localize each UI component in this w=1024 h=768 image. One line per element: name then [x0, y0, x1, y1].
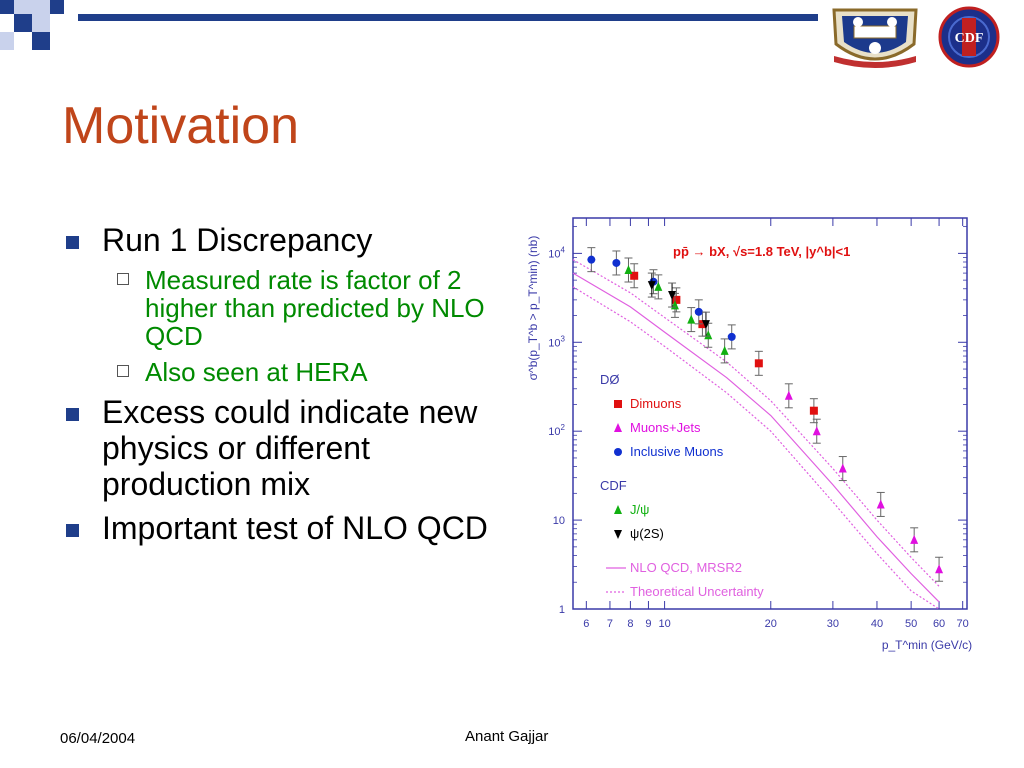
legend-group-label: CDF	[600, 478, 627, 493]
data-point	[727, 332, 736, 341]
data-point	[812, 426, 821, 436]
y-tick-label: 10	[553, 515, 565, 527]
legend-entry-label: Theoretical Uncertainty	[630, 584, 764, 599]
data-point	[614, 505, 622, 514]
data-point	[704, 330, 713, 340]
sub-bullet-item: Measured rate is factor of 2 higher than…	[62, 266, 507, 350]
bullet-item: Run 1 Discrepancy	[62, 222, 507, 258]
data-point	[701, 320, 710, 330]
x-tick-label: 10	[658, 618, 670, 630]
hollow-square-bullet-icon	[117, 365, 129, 377]
y-tick-label: 102	[548, 423, 565, 438]
curve-line	[572, 272, 940, 603]
x-tick-label: 60	[933, 618, 945, 630]
data-point	[612, 258, 621, 267]
x-tick-label: 30	[827, 618, 839, 630]
data-point	[687, 314, 696, 324]
corner-decoration	[0, 0, 64, 50]
bullet-text: Run 1 Discrepancy	[102, 222, 373, 258]
data-point	[630, 271, 639, 280]
data-point	[784, 390, 793, 400]
bullet-item: Excess could indicate new physics or dif…	[62, 394, 507, 502]
data-point	[614, 423, 622, 432]
data-point	[672, 295, 681, 304]
x-axis-label: p_T^min (GeV/c)	[882, 638, 972, 652]
cdf-logo: CDF	[938, 6, 1000, 68]
data-point	[694, 307, 703, 316]
y-axis-label: σ^b(p_T^b > p_T^min) (nb)	[526, 236, 540, 381]
curve-line	[572, 259, 940, 587]
data-point	[614, 530, 622, 539]
x-tick-label: 7	[607, 618, 613, 630]
chart-title: pp̄ → bX, √s=1.8 TeV, |y^b|<1	[673, 244, 850, 259]
footer-author: Anant Gajjar	[465, 728, 549, 745]
header-rule	[78, 14, 818, 21]
x-tick-label: 20	[765, 618, 777, 630]
bullet-text: Excess could indicate new physics or dif…	[102, 394, 478, 502]
y-tick-label: 104	[548, 245, 565, 260]
x-tick-label: 6	[583, 618, 589, 630]
data-point	[587, 255, 596, 264]
data-point	[876, 499, 885, 509]
data-point	[720, 345, 729, 355]
y-tick-label: 1	[559, 604, 565, 616]
hollow-square-bullet-icon	[117, 273, 129, 285]
x-tick-label: 8	[627, 618, 633, 630]
data-point	[654, 281, 663, 291]
legend-entry-label: ψ(2S)	[630, 526, 664, 541]
data-point	[809, 406, 818, 415]
square-bullet-icon	[66, 408, 79, 421]
curve-line	[572, 286, 940, 610]
sub-bullet-text: Measured rate is factor of 2 higher than…	[145, 265, 485, 351]
data-point	[754, 359, 763, 368]
data-point	[935, 564, 944, 574]
legend-entry-label: J/ψ	[630, 502, 649, 517]
cross-section-chart: 6 7 8 9 10 20 30 40 50 60 70 1 10 102 103 104 p_T^min (G…	[526, 217, 972, 652]
x-tick-label: 70	[957, 618, 969, 630]
data-point	[614, 448, 622, 456]
legend-entry-label: Inclusive Muons	[630, 444, 724, 459]
y-tick-label: 103	[548, 334, 565, 349]
data-point	[647, 281, 656, 291]
slide-title: Motivation	[62, 97, 299, 155]
sub-bullet-item: Also seen at HERA	[62, 358, 507, 386]
data-point	[668, 291, 677, 301]
square-bullet-icon	[66, 236, 79, 249]
footer-date: 06/04/2004	[60, 730, 136, 747]
data-point	[614, 400, 622, 408]
x-tick-label: 50	[905, 618, 917, 630]
bullet-list: Run 1 Discrepancy Measured rate is facto…	[62, 222, 507, 554]
oxford-crest-logo	[832, 8, 918, 68]
legend-entry-label: Dimuons	[630, 396, 682, 411]
x-tick-label: 40	[871, 618, 883, 630]
square-bullet-icon	[66, 524, 79, 537]
data-point	[910, 534, 919, 544]
cdf-logo-text: CDF	[955, 31, 984, 46]
bullet-item: Important test of NLO QCD	[62, 510, 507, 546]
sub-bullet-text: Also seen at HERA	[145, 357, 368, 387]
data-point	[838, 463, 847, 473]
plot-frame	[572, 217, 968, 610]
legend-group-label: DØ	[600, 372, 620, 387]
data-point	[624, 265, 633, 275]
legend-entry-label: NLO QCD, MRSR2	[630, 560, 742, 575]
legend-entry-label: Muons+Jets	[630, 420, 701, 435]
x-tick-label: 9	[645, 618, 651, 630]
bullet-text: Important test of NLO QCD	[102, 510, 488, 546]
